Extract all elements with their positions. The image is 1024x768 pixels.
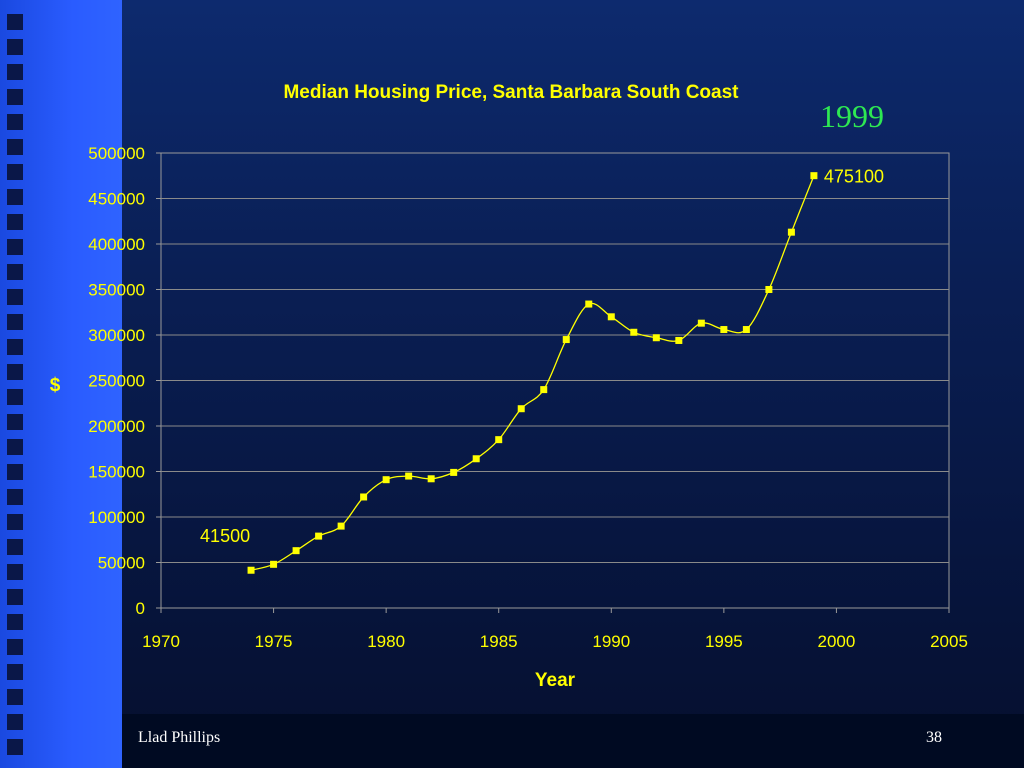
y-axis-ticks: 0 50000 100000 150000 200000 250000 300000 3500…	[88, 144, 161, 618]
sidebar-square	[7, 414, 23, 430]
data-point	[607, 313, 615, 321]
x-tick-label: 1975	[255, 632, 293, 651]
sidebar-square	[7, 714, 23, 730]
sidebar-square	[7, 114, 23, 130]
chart-title: Median Housing Price, Santa Barbara Sout…	[283, 82, 739, 103]
sidebar-square	[7, 14, 23, 30]
y-tick-label: 250000	[88, 372, 145, 391]
sidebar-square	[7, 289, 23, 305]
data-point	[517, 405, 525, 413]
sidebar-square	[7, 539, 23, 555]
slide-number: 38	[926, 729, 942, 746]
data-point	[787, 228, 795, 236]
y-tick-label: 500000	[88, 144, 145, 163]
y-tick-label: 450000	[88, 190, 145, 209]
footer-band	[122, 714, 1024, 768]
sidebar-square	[7, 189, 23, 205]
data-label: 41500	[200, 526, 250, 546]
sidebar-square	[7, 239, 23, 255]
y-axis-label: $	[50, 375, 61, 396]
x-tick-label: 1995	[705, 632, 743, 651]
footer-author: Llad Phillips	[138, 729, 221, 746]
x-axis-label: Year	[535, 670, 576, 691]
data-point	[495, 436, 503, 444]
sidebar-square	[7, 139, 23, 155]
y-tick-label: 100000	[88, 508, 145, 527]
sidebar-square	[7, 439, 23, 455]
y-tick-label: 150000	[88, 463, 145, 482]
data-point	[585, 300, 593, 308]
sidebar-square	[7, 514, 23, 530]
data-point	[562, 336, 570, 344]
series-line	[250, 175, 815, 571]
y-tick-label: 200000	[88, 417, 145, 436]
data-point	[630, 328, 638, 336]
data-point	[382, 476, 390, 484]
x-axis-ticks: 1970 1975 1980 1985 1990 1995 2000 2005	[142, 608, 968, 651]
y-tick-label: 400000	[88, 235, 145, 254]
y-tick-label: 300000	[88, 326, 145, 345]
data-point	[315, 532, 323, 540]
data-point	[405, 472, 413, 480]
data-point	[765, 286, 773, 293]
data-point	[360, 493, 368, 501]
sidebar-square	[7, 214, 23, 230]
sidebar-square	[7, 489, 23, 505]
x-tick-label: 1980	[367, 632, 405, 651]
data-point	[337, 522, 345, 530]
data-point	[450, 468, 458, 476]
data-point	[292, 547, 300, 555]
x-tick-label: 2005	[930, 632, 968, 651]
data-point	[472, 455, 480, 463]
sidebar-square	[7, 664, 23, 680]
data-point	[652, 334, 660, 342]
data-point	[427, 475, 435, 483]
sidebar-square	[7, 689, 23, 705]
data-label: 475100	[824, 167, 884, 187]
sidebar-square-column	[7, 14, 27, 764]
y-tick-label: 50000	[98, 554, 145, 573]
slide-sidebar	[0, 0, 122, 768]
sidebar-square	[7, 164, 23, 180]
sidebar-square	[7, 364, 23, 380]
data-point	[810, 172, 818, 180]
x-tick-label: 1970	[142, 632, 180, 651]
sidebar-square	[7, 89, 23, 105]
sidebar-square	[7, 739, 23, 755]
x-tick-label: 1985	[480, 632, 518, 651]
sidebar-square	[7, 639, 23, 655]
sidebar-square	[7, 314, 23, 330]
y-tick-label: 350000	[88, 281, 145, 300]
sidebar-square	[7, 614, 23, 630]
data-point	[742, 326, 750, 334]
sidebar-square	[7, 64, 23, 80]
data-point	[270, 560, 278, 568]
data-point	[540, 386, 548, 394]
sidebar-square	[7, 564, 23, 580]
sidebar-square	[7, 589, 23, 605]
series-points	[247, 172, 818, 574]
data-point	[247, 566, 255, 574]
sidebar-square	[7, 464, 23, 480]
x-tick-label: 2000	[818, 632, 856, 651]
data-labels: 41500 475100	[200, 167, 884, 547]
data-point	[675, 336, 683, 344]
grid-lines	[161, 198, 949, 563]
sidebar-square	[7, 264, 23, 280]
data-point	[720, 326, 728, 334]
data-point	[697, 319, 705, 327]
y-tick-label: 0	[136, 599, 145, 618]
year-annotation: 1999	[820, 98, 884, 134]
sidebar-square	[7, 389, 23, 405]
x-tick-label: 1990	[592, 632, 630, 651]
sidebar-square	[7, 339, 23, 355]
sidebar-square	[7, 39, 23, 55]
